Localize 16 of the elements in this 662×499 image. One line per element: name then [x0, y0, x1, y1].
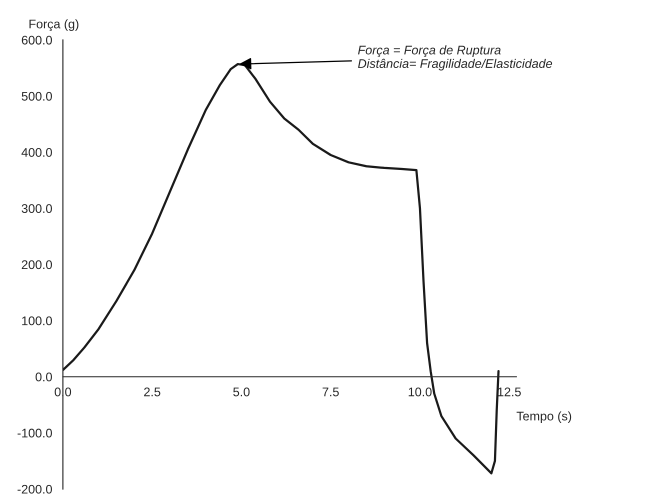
x-axis-title: Tempo (s)	[516, 411, 572, 423]
annotation: Força = Força de Ruptura Distância= Fragilidade/Elasticidade	[358, 45, 552, 70]
y-tick-label: 0.0	[36, 372, 52, 382]
x-tick-label: 2.5	[144, 387, 160, 396]
y-tick-label: 300.0	[22, 204, 52, 213]
y-tick-label: 600.0	[22, 36, 52, 45]
y-tick-label: 400.0	[21, 148, 52, 157]
y-tick-label: -200.0	[18, 484, 52, 494]
y-tick-label: 500.0	[22, 92, 52, 101]
x-tick-label: 7.5	[322, 388, 339, 396]
y-tick-label: -100.0	[18, 428, 52, 438]
x-tick-label: 5.0	[233, 387, 250, 396]
y-tick-label: 100.0	[22, 316, 52, 326]
y-tick-label: 200.0	[22, 260, 52, 270]
y-axis-title: Força (g)	[29, 19, 78, 31]
x-tick-label: 10.0	[408, 387, 432, 396]
